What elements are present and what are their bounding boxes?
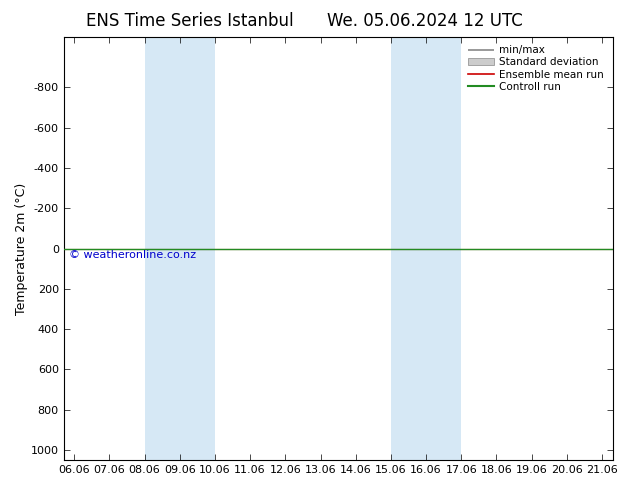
Legend: min/max, Standard deviation, Ensemble mean run, Controll run: min/max, Standard deviation, Ensemble me… [465, 42, 607, 95]
Bar [145, 37, 215, 460]
Text: We. 05.06.2024 12 UTC: We. 05.06.2024 12 UTC [327, 12, 522, 30]
Y-axis label: Temperature 2m (°C): Temperature 2m (°C) [15, 182, 28, 315]
Text: ENS Time Series Istanbul: ENS Time Series Istanbul [86, 12, 294, 30]
Bar [391, 37, 462, 460]
Text: © weatheronline.co.nz: © weatheronline.co.nz [69, 250, 197, 260]
